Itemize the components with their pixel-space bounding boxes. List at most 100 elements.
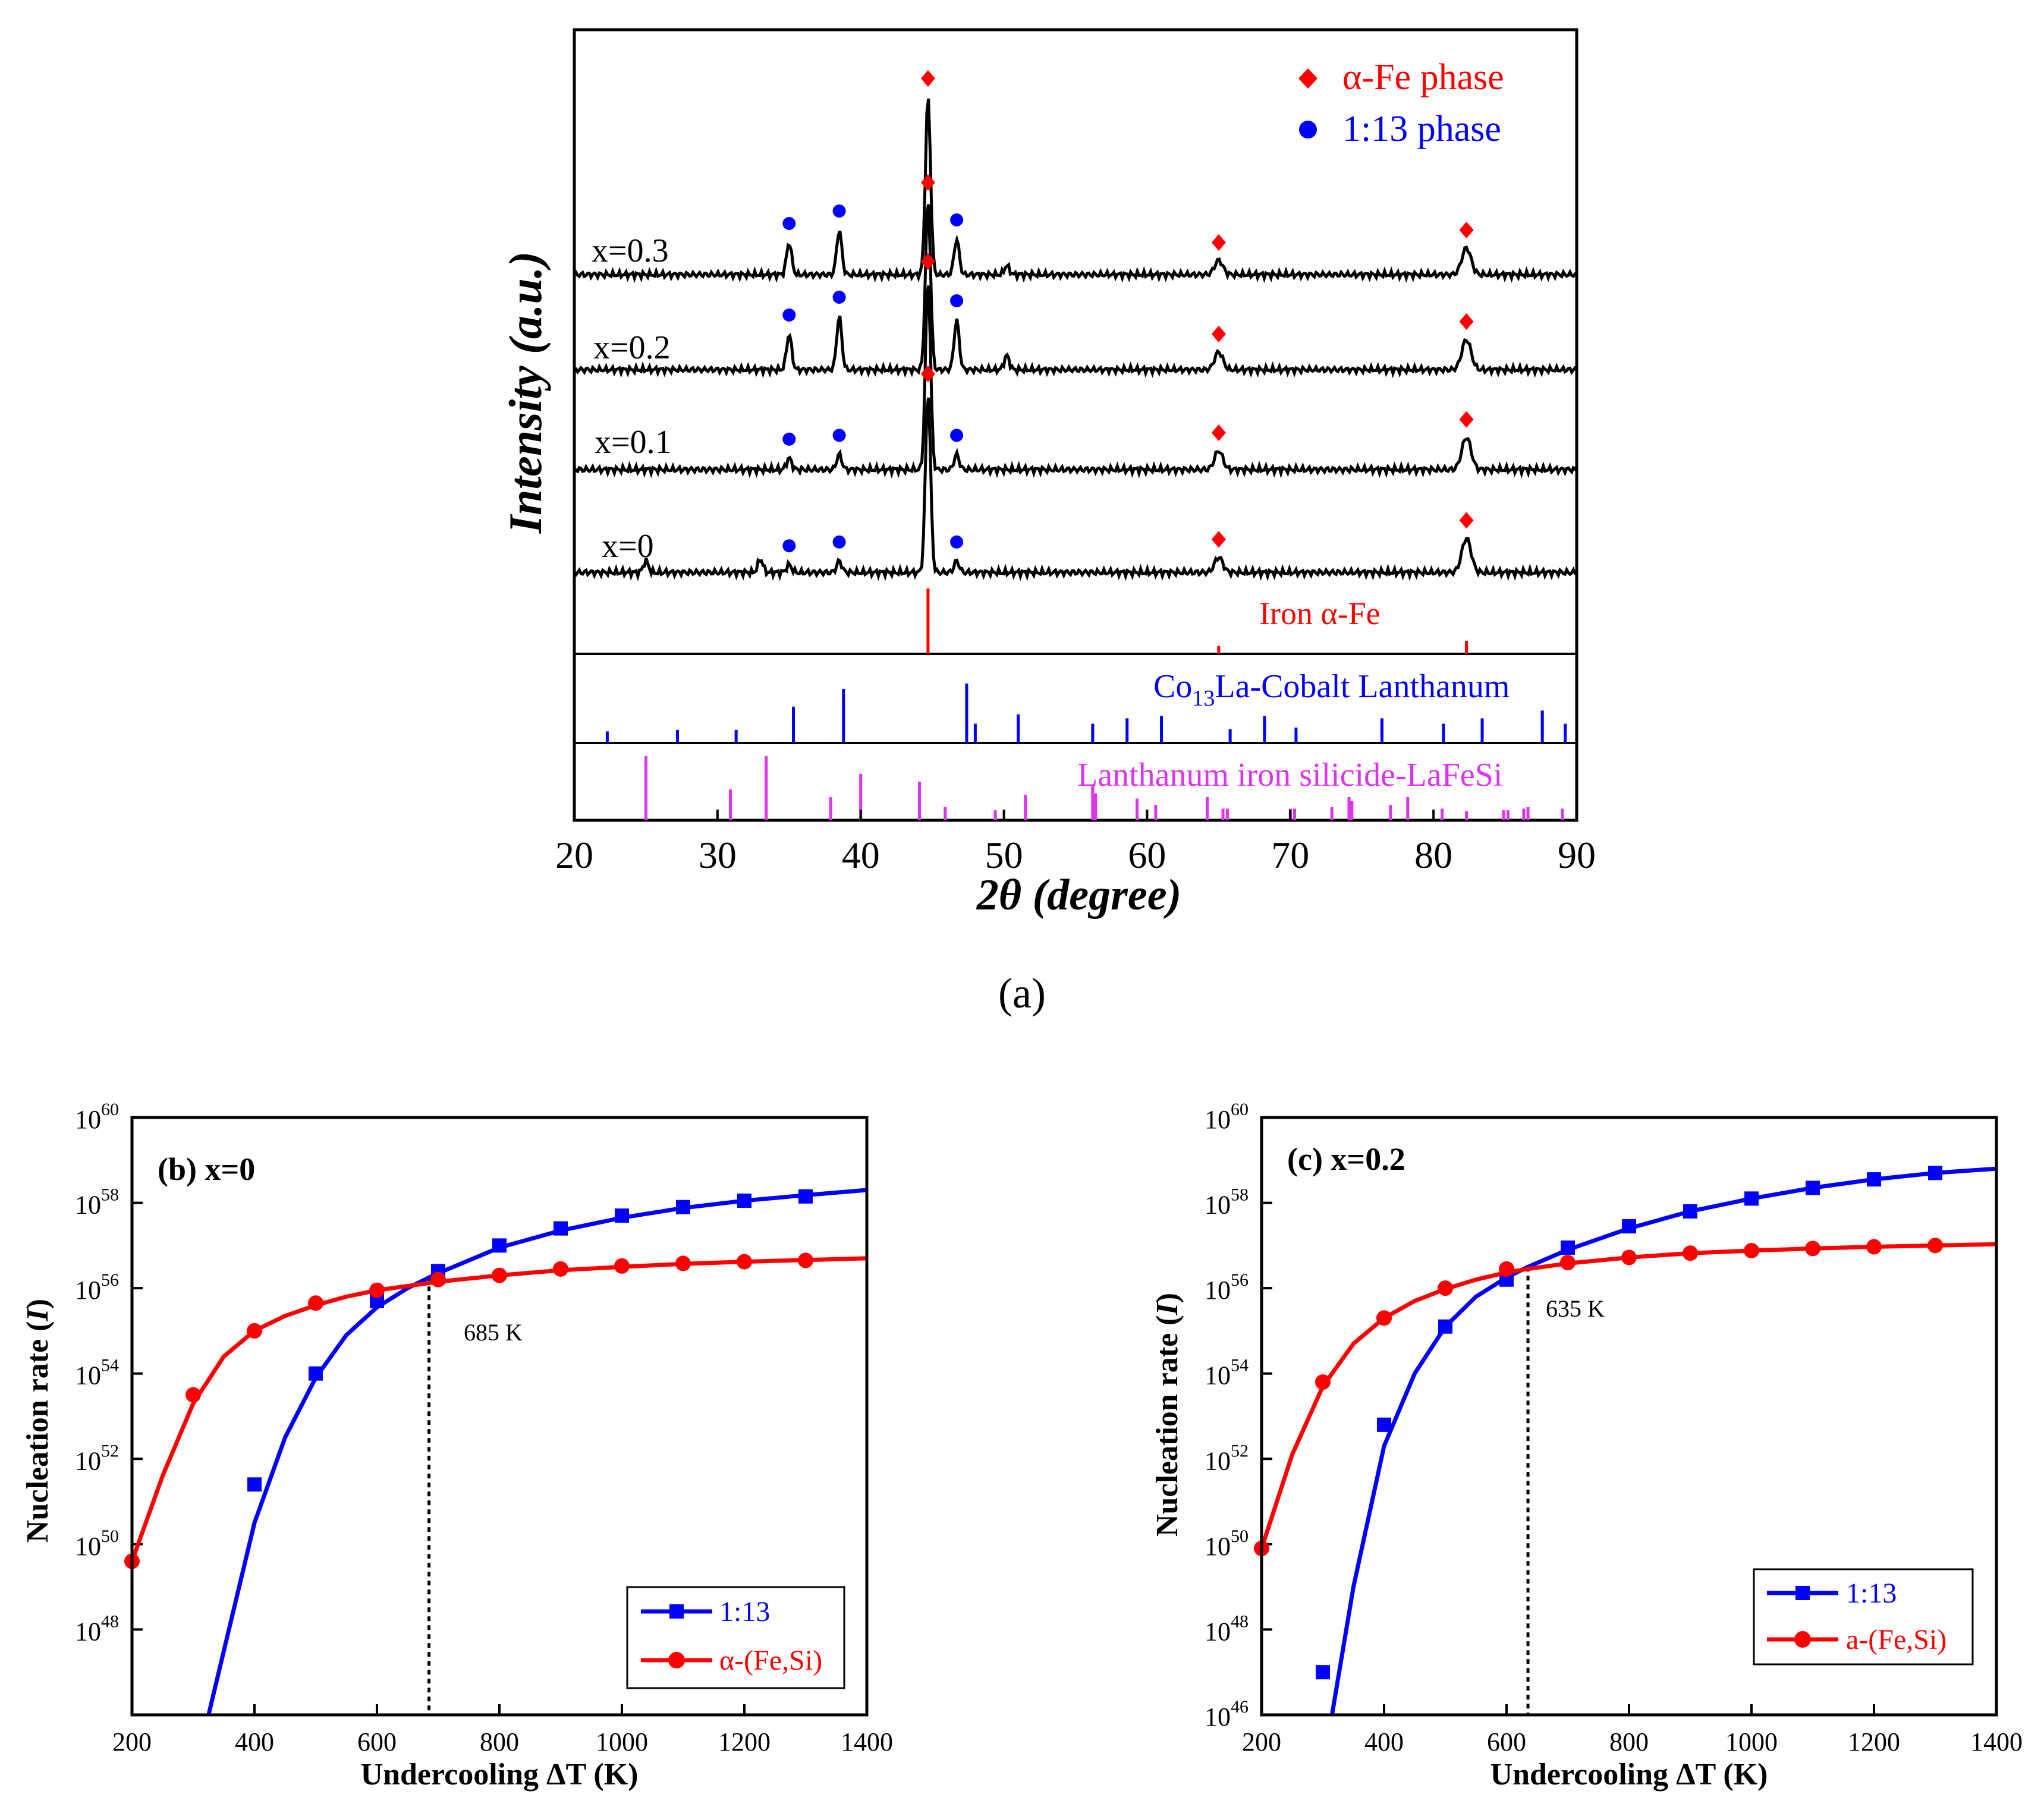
panel-b-title: (b) x=0: [158, 1151, 255, 1187]
phase-1-13-circle-icon: [832, 204, 846, 218]
y-tick-base: 10: [75, 1105, 101, 1134]
alpha-fe-diamond-icon: [1459, 512, 1474, 529]
panel-c-title: (c) x=0.2: [1287, 1141, 1405, 1177]
x-tick-label: 600: [357, 1727, 397, 1756]
y-tick-exponent: 50: [101, 1526, 119, 1546]
xrd-trace-x=0: [573, 397, 1578, 582]
y-tick-exponent: 48: [1231, 1611, 1249, 1631]
legend-label-1-13: 1:13: [719, 1596, 770, 1627]
y-tick-label: 1060: [1205, 1100, 1249, 1134]
series-label-x0.2: x=0.2: [593, 329, 671, 366]
legend-circle-icon: [1794, 1631, 1811, 1648]
legend-circle-icon: [1299, 121, 1317, 138]
x-tick-label: 200: [112, 1727, 152, 1756]
y-tick-exponent: 46: [1231, 1697, 1249, 1717]
data-point-square: [1377, 1417, 1391, 1432]
alpha-fe-diamond-icon: [1211, 234, 1226, 251]
reference-label-lafesi: Lanthanum iron silicide-LaFeSi: [1077, 757, 1502, 794]
alpha-fe-diamond-icon: [1459, 411, 1474, 428]
phase-1-13-circle-icon: [782, 308, 796, 322]
panel-a-x-axis-title: 2θ (degree): [976, 871, 1182, 920]
y-tick-label: 1046: [1205, 1697, 1249, 1732]
panel-c-ticks: 200 400 600 800 1000 1200 14001046104810501052…: [1205, 1100, 2023, 1756]
phase-1-13-circle-icon: [950, 213, 964, 226]
panel-b-frame: [130, 1116, 869, 1717]
y-tick-base: 10: [1205, 1105, 1231, 1134]
alpha-fe-diamond-icon: [920, 366, 935, 382]
legend-diamond-icon: [1298, 68, 1317, 89]
alpha-fe-diamond-icon: [920, 70, 935, 87]
y-tick-label: 1050: [75, 1526, 119, 1561]
y-tick-base: 10: [1205, 1702, 1231, 1732]
xrd-trace-x=0.2: [573, 204, 1578, 379]
data-point-circle: [1499, 1261, 1514, 1277]
data-point-square: [247, 1477, 262, 1492]
y-tick-label: 1054: [75, 1356, 119, 1390]
y-tick-base: 10: [1205, 1361, 1231, 1390]
data-point-circle: [369, 1282, 385, 1298]
y-tick-label: 1048: [75, 1611, 119, 1646]
series-label-x0.1: x=0.1: [595, 424, 672, 461]
x-tick-label: 400: [235, 1727, 274, 1756]
y-tick-base: 10: [1205, 1446, 1231, 1475]
data-point-circle: [247, 1323, 262, 1339]
alpha-fe-diamond-icon: [1459, 313, 1474, 330]
x-tick-label: 1200: [718, 1727, 771, 1756]
y-tick-base: 10: [1205, 1191, 1231, 1220]
y-tick-base: 10: [75, 1532, 101, 1561]
x-tick-label: 20: [555, 834, 593, 876]
phase-1-13-circle-icon: [782, 432, 796, 446]
phase-1-13-circle-icon: [832, 429, 846, 442]
data-point-circle: [1376, 1310, 1392, 1326]
data-point-circle: [1621, 1249, 1637, 1265]
data-point-square: [1438, 1319, 1452, 1334]
panel-c-legend-box: [1753, 1568, 1974, 1666]
panel-b-x-axis-title: Undercooling ΔT (K): [361, 1758, 639, 1792]
data-point-square: [492, 1238, 507, 1253]
panel-a-x-ticks: 20 30 40 50 60 70 80 90: [555, 810, 1596, 876]
data-point-circle: [1927, 1238, 1943, 1254]
y-tick-exponent: 52: [1231, 1441, 1249, 1460]
panel-b-nucleation-chart: 200 400 600 800 1000 1200 14001048105010521054…: [21, 1100, 893, 1792]
xrd-trace-x=0.3: [573, 98, 1578, 284]
data-point-circle: [1805, 1241, 1820, 1257]
data-point-square: [615, 1208, 629, 1223]
y-tick-exponent: 50: [1231, 1526, 1249, 1546]
y-tick-label: 1060: [75, 1100, 119, 1134]
xrd-trace-x=0.1: [573, 285, 1578, 479]
y-tick-label: 1058: [75, 1185, 119, 1220]
y-tick-exponent: 58: [1231, 1185, 1249, 1205]
series-label-x0.3: x=0.3: [592, 232, 669, 269]
xrd-peak-markers: [782, 70, 1474, 553]
panel-c-frame: [1260, 1116, 1998, 1717]
y-tick-label: 1052: [75, 1441, 119, 1475]
x-tick-label: 70: [1271, 834, 1309, 876]
data-point-circle: [675, 1255, 691, 1271]
x-tick-label: 90: [1558, 834, 1596, 876]
data-point-circle: [1744, 1242, 1759, 1258]
alpha-fe-diamond-icon: [920, 174, 935, 191]
x-tick-label: 1200: [1848, 1727, 1900, 1756]
x-tick-label: 800: [1609, 1727, 1649, 1756]
legend-label-alpha: α-(Fe,Si): [719, 1645, 822, 1676]
y-tick-exponent: 58: [101, 1185, 119, 1205]
y-tick-label: 1056: [1205, 1270, 1249, 1305]
reference-patterns: [605, 588, 1567, 820]
panel-b-plot-area: [124, 1188, 867, 1715]
alpha-fe-diamond-icon: [1459, 222, 1474, 238]
data-point-square: [1561, 1240, 1575, 1255]
panel-a-y-axis-title: Intensity (a.u.): [499, 251, 551, 534]
phase-1-13-circle-icon: [782, 217, 796, 230]
y-tick-label: 1058: [1205, 1185, 1249, 1220]
panel-b-ticks: 200 400 600 800 1000 1200 14001048105010521054…: [75, 1100, 893, 1756]
panel-a-xrd-chart: 20 30 40 50 60 70 80 90 x=0.3 x=0.2 x=0.1 x=0 α…: [499, 28, 1596, 1017]
y-tick-exponent: 60: [1231, 1100, 1249, 1119]
panel-c-annotation: 635 K: [1546, 1295, 1605, 1322]
x-tick-label: 400: [1364, 1727, 1404, 1756]
data-point-square: [737, 1193, 751, 1208]
x-tick-label: 40: [842, 834, 880, 876]
reference-label-co13la: Co13La-Cobalt Lanthanum: [1153, 668, 1510, 711]
x-tick-label: 1000: [1725, 1727, 1778, 1756]
phase-1-13-circle-icon: [950, 294, 964, 307]
